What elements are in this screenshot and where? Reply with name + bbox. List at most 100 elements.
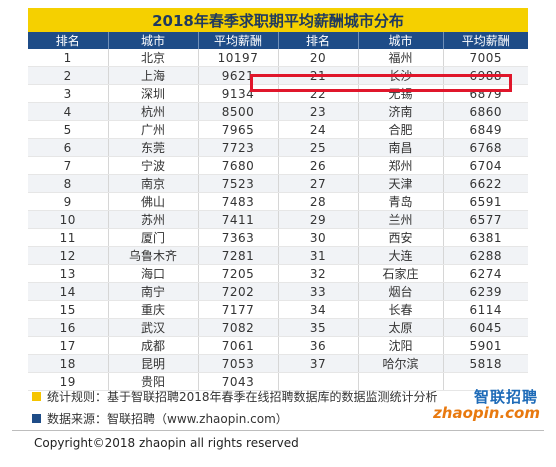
- cell-pay-left: 7363: [198, 228, 279, 247]
- table-row: 15 重庆 7177 34 长春 6114: [28, 300, 528, 319]
- cell-pay-left: 7281: [198, 246, 279, 265]
- cell-pay-right: 6879: [443, 84, 528, 103]
- cell-pay-right: 6274: [443, 264, 528, 283]
- cell-pay-left: 8500: [198, 102, 279, 121]
- cell-rank-right: 24: [278, 120, 359, 139]
- cell-pay-right: 6860: [443, 102, 528, 121]
- cell-pay-right: 5901: [443, 336, 528, 355]
- cell-rank-right: 36: [278, 336, 359, 355]
- header-rank-left: 排名: [28, 32, 109, 49]
- cell-pay-right: 6577: [443, 210, 528, 229]
- cell-rank-right: [278, 372, 359, 391]
- cell-rank-right: 22: [278, 84, 359, 103]
- cell-pay-right: 6849: [443, 120, 528, 139]
- cell-pay-right: 6622: [443, 174, 528, 193]
- cell-rank-right: 31: [278, 246, 359, 265]
- table-row: 9 佛山 7483 28 青岛 6591: [28, 192, 528, 211]
- cell-city-right: 无锡: [358, 84, 444, 103]
- cell-city-right: 兰州: [358, 210, 444, 229]
- cell-pay-left: 7411: [198, 210, 279, 229]
- note-stat-rule-text: 统计规则：基于智联招聘2018年春季在线招聘数据库的数据监测统计分析: [47, 389, 438, 404]
- cell-city-left: 成都: [108, 336, 199, 355]
- cell-rank-right: 37: [278, 354, 359, 373]
- table-row: 2 上海 9621 21 长沙 6988: [28, 66, 528, 85]
- cell-city-left: 重庆: [108, 300, 199, 319]
- cell-pay-left: 7205: [198, 264, 279, 283]
- cell-city-right: 郑州: [358, 156, 444, 175]
- cell-pay-right: 6381: [443, 228, 528, 247]
- zhaopin-logo: 智联招聘 zhaopin.com: [433, 386, 544, 426]
- cell-rank-left: 14: [28, 282, 109, 301]
- cell-city-left: 广州: [108, 120, 199, 139]
- cell-pay-right: 5818: [443, 354, 528, 373]
- footer-divider: [12, 430, 544, 431]
- cell-pay-right: [443, 372, 528, 391]
- table-row: 1 北京 10197 20 福州 7005: [28, 49, 528, 67]
- cell-rank-left: 12: [28, 246, 109, 265]
- cell-pay-right: 6591: [443, 192, 528, 211]
- cell-city-left: 东莞: [108, 138, 199, 157]
- copyright-text: Copyright©2018 zhaopin all rights reserv…: [34, 436, 299, 450]
- header-pay-right: 平均薪酬: [443, 32, 528, 49]
- cell-city-left: 佛山: [108, 192, 199, 211]
- cell-pay-left: 10197: [198, 49, 279, 67]
- table-row: 11 厦门 7363 30 西安 6381: [28, 228, 528, 247]
- cell-city-left: 贵阳: [108, 372, 199, 391]
- cell-pay-left: 9134: [198, 84, 279, 103]
- cell-rank-left: 19: [28, 372, 109, 391]
- table-row: 18 昆明 7053 37 哈尔滨 5818: [28, 354, 528, 373]
- cell-pay-left: 7061: [198, 336, 279, 355]
- cell-city-left: 南宁: [108, 282, 199, 301]
- salary-table: 排名 城市 平均薪酬 排名 城市 平均薪酬 1 北京 10197 20 福州 7005 2 上…: [28, 32, 528, 391]
- table-row: 12 乌鲁木齐 7281 31 大连 6288: [28, 246, 528, 265]
- cell-rank-right: 33: [278, 282, 359, 301]
- cell-rank-left: 6: [28, 138, 109, 157]
- cell-city-right: [358, 372, 444, 391]
- cell-pay-left: 7053: [198, 354, 279, 373]
- cell-city-right: 福州: [358, 49, 444, 67]
- table-row: 5 广州 7965 24 合肥 6849: [28, 120, 528, 139]
- cell-city-right: 沈阳: [358, 336, 444, 355]
- cell-pay-left: 7043: [198, 372, 279, 391]
- cell-city-right: 合肥: [358, 120, 444, 139]
- cell-rank-left: 5: [28, 120, 109, 139]
- salary-table-card: 2018年春季求职期平均薪酬城市分布 排名 城市 平均薪酬 排名 城市 平均薪酬…: [28, 8, 528, 391]
- cell-city-left: 乌鲁木齐: [108, 246, 199, 265]
- cell-pay-right: 6988: [443, 66, 528, 85]
- cell-rank-left: 10: [28, 210, 109, 229]
- cell-city-right: 西安: [358, 228, 444, 247]
- header-city-right: 城市: [358, 32, 444, 49]
- cell-pay-left: 7723: [198, 138, 279, 157]
- cell-rank-left: 2: [28, 66, 109, 85]
- cell-rank-left: 11: [28, 228, 109, 247]
- cell-pay-right: 6045: [443, 318, 528, 337]
- header-city-left: 城市: [108, 32, 199, 49]
- cell-city-right: 大连: [358, 246, 444, 265]
- cell-pay-right: 6704: [443, 156, 528, 175]
- cell-city-right: 长沙: [358, 66, 444, 85]
- cell-pay-left: 7483: [198, 192, 279, 211]
- cell-pay-right: 6288: [443, 246, 528, 265]
- table-row: 6 东莞 7723 25 南昌 6768: [28, 138, 528, 157]
- cell-city-left: 宁波: [108, 156, 199, 175]
- cell-rank-left: 7: [28, 156, 109, 175]
- cell-city-right: 南昌: [358, 138, 444, 157]
- cell-city-left: 海口: [108, 264, 199, 283]
- table-row: 8 南京 7523 27 天津 6622: [28, 174, 528, 193]
- cell-rank-right: 29: [278, 210, 359, 229]
- note-data-source-text: 数据来源：智联招聘（www.zhaopin.com）: [47, 411, 288, 426]
- cell-pay-left: 7523: [198, 174, 279, 193]
- cell-city-right: 济南: [358, 102, 444, 121]
- cell-pay-left: 7680: [198, 156, 279, 175]
- cell-city-left: 厦门: [108, 228, 199, 247]
- table-header-row: 排名 城市 平均薪酬 排名 城市 平均薪酬: [28, 32, 528, 49]
- cell-rank-left: 17: [28, 336, 109, 355]
- table-row: 7 宁波 7680 26 郑州 6704: [28, 156, 528, 175]
- cell-pay-left: 7082: [198, 318, 279, 337]
- header-rank-right: 排名: [278, 32, 359, 49]
- blue-square-icon: [32, 413, 41, 423]
- cell-rank-right: 32: [278, 264, 359, 283]
- cell-pay-left: 7965: [198, 120, 279, 139]
- cell-rank-left: 4: [28, 102, 109, 121]
- table-row: 17 成都 7061 36 沈阳 5901: [28, 336, 528, 355]
